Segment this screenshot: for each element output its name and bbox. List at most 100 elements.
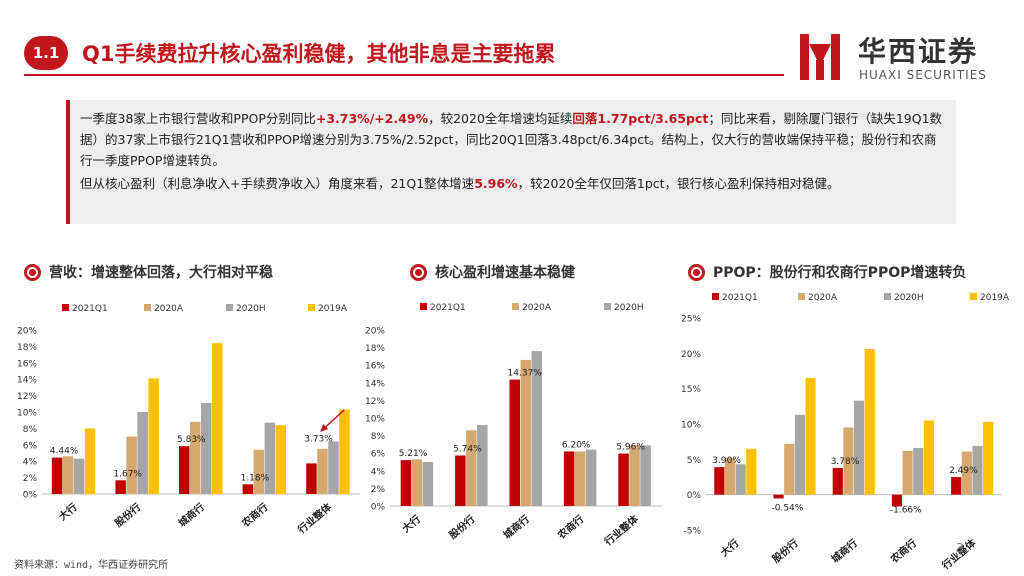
legend-swatch: [604, 303, 611, 310]
legend-label: 2020H: [614, 303, 644, 313]
page-number: 3: [956, 541, 964, 555]
title-underline: [24, 74, 784, 76]
data-label: 1.18%: [241, 473, 270, 483]
y-tick-label: 15%: [681, 385, 701, 395]
y-tick-label: 16%: [17, 359, 37, 369]
y-tick-label: -5%: [683, 527, 701, 537]
bar: [201, 402, 212, 494]
legend-swatch: [308, 304, 315, 311]
bar: [264, 422, 276, 494]
legend-label: 2021Q1: [722, 293, 758, 303]
bar: [773, 494, 784, 499]
y-tick-label: 8%: [371, 432, 386, 442]
bar: [328, 441, 339, 494]
summary-highlight: +3.73%/+2.49%: [315, 111, 429, 126]
summary-highlight: 5.96%: [474, 176, 518, 191]
y-tick-label: 5%: [687, 456, 702, 466]
source-footnote: 资料来源：wind，华西证券研究所: [14, 560, 169, 571]
bar: [62, 456, 74, 494]
bar: [961, 451, 972, 495]
bar: [126, 436, 137, 494]
category-label: 行业整体: [294, 500, 335, 537]
y-tick-label: 4%: [371, 467, 386, 477]
bullet-ring-icon: [24, 263, 41, 281]
category-label: 城商行: [829, 536, 860, 565]
data-label: -0.54%: [771, 504, 803, 514]
legend-label: 2021Q1: [430, 303, 466, 313]
bar: [640, 445, 651, 506]
logo-name-cn: 华西证券: [858, 35, 979, 68]
y-tick-label: 10%: [365, 415, 385, 425]
category-label: 城商行: [176, 500, 207, 529]
bar: [794, 414, 805, 495]
data-label: 4.44%: [50, 447, 79, 457]
bar: [422, 462, 434, 506]
legend-label: 2021Q1: [72, 304, 108, 314]
data-label: 3.78%: [831, 457, 860, 467]
bar: [951, 477, 962, 495]
summary-text: ，较2020全年增速均延续: [428, 111, 573, 126]
bar: [864, 349, 875, 495]
bar: [317, 448, 328, 494]
legend-swatch: [970, 293, 977, 300]
y-tick-label: 16%: [365, 362, 385, 372]
bar: [913, 448, 924, 495]
bar: [148, 378, 159, 494]
y-tick-label: 6%: [23, 441, 38, 451]
summary-highlight: 回落1.77pct/3.65pct: [572, 111, 709, 126]
bar: [242, 484, 254, 494]
bar: [832, 467, 843, 495]
ppop-growth-chart: -5% 0% 5% 10% 15% 20% 25% 2021Q1 2020A 2020H 2019A…: [681, 293, 1010, 573]
y-tick-label: 0%: [23, 491, 38, 501]
ppop-chart-title: PPOP：股份行和农商行PPOP增速转负: [713, 265, 967, 281]
revenue-chart-heading: 营收：增速整体回落，大行相对平稳: [24, 262, 273, 282]
bar: [253, 449, 265, 494]
legend-swatch: [884, 293, 891, 300]
bar: [275, 425, 287, 494]
huaxi-logo-icon: [800, 34, 840, 80]
summary-text: 一季度38家上市银行营收和PPOP分别同比: [80, 111, 316, 126]
bar: [212, 343, 223, 494]
y-tick-label: 10%: [17, 409, 37, 419]
logo-name-en: HUAXI SECURITIES: [859, 68, 987, 82]
summary-paragraph-2: 但从核心盈利（利息净收入+手续费净收入）角度来看，21Q1整体增速5.96%，较…: [80, 173, 946, 194]
revenue-chart-title: 营收：增速整体回落，大行相对平稳: [49, 265, 273, 281]
bar: [455, 455, 466, 506]
bar: [629, 445, 640, 506]
data-label: 3.73%: [304, 434, 333, 444]
category-label: 城商行: [501, 512, 532, 541]
bar: [983, 421, 994, 495]
category-label: 农商行: [554, 512, 586, 542]
legend-label: 2020A: [154, 304, 184, 314]
bar: [923, 420, 935, 495]
bar: [306, 463, 317, 494]
legend-label: 2019A: [318, 304, 348, 314]
data-label: 5.96%: [616, 443, 645, 453]
category-label: 农商行: [238, 500, 270, 530]
summary-text: ；同比来看，剔除厦门银行（缺失19Q1数据）的37家上市银行21Q1营收和PPO…: [80, 111, 943, 168]
revenue-growth-chart: 0% 2% 4% 6% 8% 10% 12% 14% 16% 18% 20% 2021Q1 2020A 2…: [17, 304, 360, 537]
page-title: Q1手续费拉升核心盈利稳健，其他非息是主要拖累: [82, 42, 556, 66]
core-chart-heading: 核心盈利增速基本稳健: [410, 262, 575, 282]
y-tick-label: 18%: [17, 343, 37, 353]
y-tick-label: 6%: [371, 450, 386, 460]
bar: [411, 459, 423, 506]
legend-swatch: [512, 303, 519, 310]
bar: [891, 494, 903, 507]
bar: [724, 457, 736, 495]
data-label: 3.90%: [712, 456, 741, 466]
bar: [574, 451, 586, 506]
y-tick-label: 12%: [365, 397, 385, 407]
bar: [972, 445, 983, 495]
legend-swatch: [712, 293, 719, 300]
bar: [735, 464, 746, 495]
core-chart-title: 核心盈利增速基本稳健: [435, 265, 575, 281]
annotation-arrow-head: [320, 424, 329, 432]
core-profit-growth-chart: 0% 2% 4% 6% 8% 10% 12% 14% 16% 18% 20% 2021Q1 2020A 2…: [365, 303, 662, 549]
data-label: 6.20%: [562, 440, 591, 450]
y-tick-label: 0%: [371, 503, 386, 513]
bar: [618, 453, 629, 506]
legend-swatch: [62, 304, 69, 311]
legend-label: 2020A: [808, 293, 838, 303]
data-label: 5.21%: [399, 449, 428, 459]
